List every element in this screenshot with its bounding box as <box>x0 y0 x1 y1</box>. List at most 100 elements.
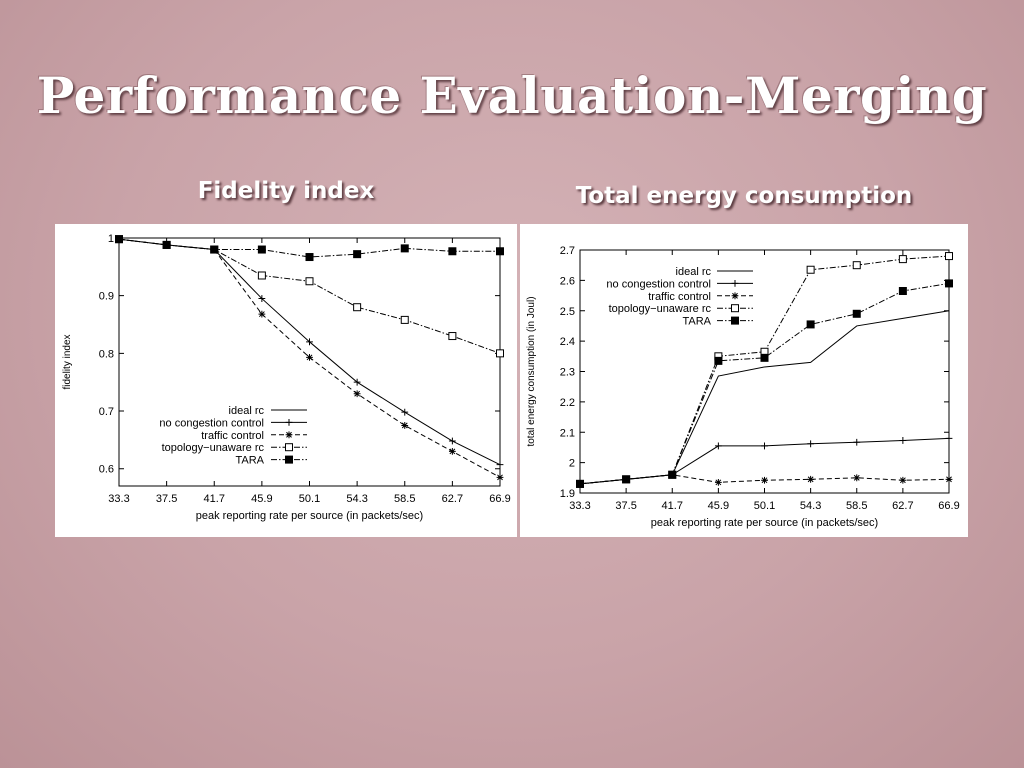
data-point <box>115 235 123 244</box>
data-point <box>401 408 409 416</box>
data-point <box>353 390 361 398</box>
data-point <box>353 250 362 259</box>
x-tick-label: 37.5 <box>615 500 636 512</box>
legend-label: topology−unaware rc <box>162 442 265 454</box>
data-point <box>258 310 266 318</box>
x-tick-label: 58.5 <box>394 493 415 505</box>
data-point <box>899 476 907 484</box>
x-axis-label: peak reporting rate per source (in packe… <box>651 517 878 529</box>
energy-chart-heading: Total energy consumption <box>575 183 913 209</box>
data-point <box>945 252 953 261</box>
series-line <box>118 238 500 258</box>
x-tick-label: 62.7 <box>892 500 913 512</box>
data-point <box>853 474 861 482</box>
y-tick-label: 2.5 <box>560 306 575 318</box>
y-tick-label: 2.6 <box>560 275 575 287</box>
x-tick-label: 50.1 <box>299 493 320 505</box>
data-point <box>448 247 457 256</box>
legend-marker <box>285 431 293 439</box>
legend-label: topology−unaware rc <box>609 303 712 315</box>
x-tick-label: 58.5 <box>846 500 867 512</box>
data-point <box>714 356 723 365</box>
y-tick-label: 0.7 <box>99 406 114 418</box>
x-tick-label: 54.3 <box>346 493 367 505</box>
data-point <box>945 475 953 483</box>
data-point <box>898 255 907 264</box>
series-line <box>579 310 950 485</box>
y-tick-label: 2.2 <box>560 397 575 409</box>
x-tick-label: 37.5 <box>156 493 177 505</box>
data-point <box>306 338 313 346</box>
series-0 <box>579 310 950 485</box>
x-tick-label: 33.3 <box>569 500 590 512</box>
y-tick-label: 0.9 <box>99 291 114 303</box>
data-point <box>576 479 584 488</box>
data-point <box>400 315 409 324</box>
data-point <box>353 303 362 312</box>
data-point <box>257 271 266 280</box>
data-point <box>306 353 313 361</box>
legend-label: no congestion control <box>606 278 711 290</box>
legend-label: ideal rc <box>676 266 712 278</box>
data-point <box>162 240 171 249</box>
legend-marker <box>731 280 739 287</box>
data-point <box>448 447 456 455</box>
data-point <box>945 279 953 288</box>
x-tick-label: 54.3 <box>800 500 821 512</box>
data-point <box>257 245 266 254</box>
legend-label: no congestion control <box>159 417 264 429</box>
data-point <box>448 332 457 341</box>
data-point <box>210 245 219 254</box>
data-point <box>806 265 815 274</box>
data-point <box>807 475 815 483</box>
legend-label: traffic control <box>648 291 711 303</box>
legend-marker <box>731 316 739 325</box>
data-point <box>714 478 722 486</box>
x-tick-label: 66.9 <box>489 493 510 505</box>
legend-label: traffic control <box>201 430 264 442</box>
fidelity-chart: 0.6 0.7 0.8 0.9 1 33.3 37.5 41.7 45.9 50.1 54.3 58.… <box>62 233 511 522</box>
data-point <box>714 442 722 450</box>
data-point <box>496 349 504 358</box>
data-point <box>899 437 907 444</box>
data-point <box>853 438 861 446</box>
data-point <box>496 473 504 481</box>
legend-marker <box>731 304 739 313</box>
series-line <box>118 238 501 466</box>
legend-label: ideal rc <box>229 405 265 417</box>
y-axis-label: total energy consumption (in Joul) <box>526 296 537 446</box>
data-point <box>668 470 677 479</box>
data-point <box>401 422 409 429</box>
y-tick-label: 0.6 <box>99 464 114 476</box>
x-tick-label: 45.9 <box>708 500 729 512</box>
data-point <box>852 309 861 318</box>
y-tick-label: 2.1 <box>560 427 575 439</box>
x-tick-label: 45.9 <box>251 493 272 505</box>
x-tick-label: 33.3 <box>108 493 129 505</box>
data-point <box>761 442 768 450</box>
data-point <box>353 378 361 386</box>
slide-title: Performance Evaluation-Merging <box>36 66 988 125</box>
legend-marker <box>731 292 739 300</box>
series-2 <box>576 471 953 488</box>
fidelity-chart-heading: Fidelity index <box>197 178 375 204</box>
x-tick-label: 66.9 <box>938 500 959 512</box>
legend-label: TARA <box>235 455 264 467</box>
y-tick-label: 1 <box>108 233 114 245</box>
data-point <box>852 261 861 270</box>
data-point <box>305 253 314 262</box>
fidelity-chart-panel: 0.6 0.7 0.8 0.9 1 33.3 37.5 41.7 45.9 50.1 54.3 58.… <box>55 224 517 537</box>
legend-marker <box>285 455 293 464</box>
data-point <box>622 475 631 484</box>
series-4 <box>576 279 953 488</box>
y-tick-label: 2.3 <box>560 367 575 379</box>
data-point <box>945 434 953 442</box>
y-tick-label: 0.8 <box>99 348 114 360</box>
data-point <box>305 277 314 286</box>
legend-marker <box>285 419 293 426</box>
x-tick-label: 41.7 <box>204 493 225 505</box>
x-axis-label: peak reporting rate per source (in packe… <box>196 510 423 522</box>
data-point <box>258 295 266 302</box>
